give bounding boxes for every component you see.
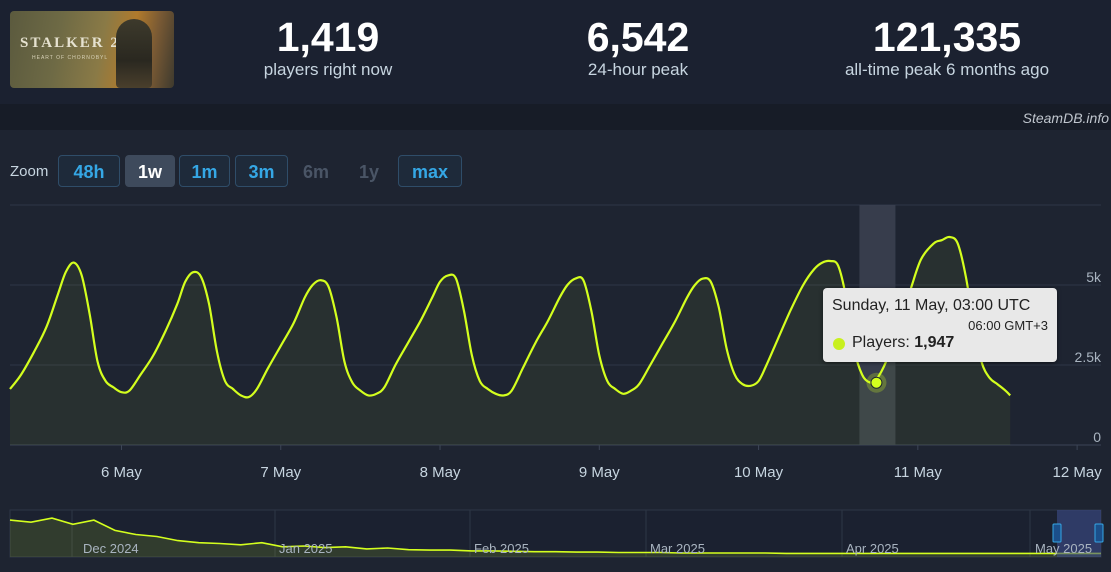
- stat-current-players: 1,419 players right now: [238, 14, 418, 80]
- navigator-label: Dec 2024: [83, 541, 139, 556]
- zoom-3m-button[interactable]: 3m: [235, 155, 288, 187]
- players-area-fill: [10, 236, 1011, 445]
- zoom-1w-button[interactable]: 1w: [125, 155, 175, 187]
- marker-dot: [870, 376, 883, 389]
- stat-value: 121,335: [872, 14, 1022, 60]
- divider-band: [0, 104, 1111, 130]
- y-tick-label: 5k: [1086, 269, 1102, 285]
- stat-all-time-peak: 121,335 all-time peak 6 months ago: [820, 14, 1074, 80]
- stalker-figure-art: [116, 19, 152, 88]
- stat-label: players right now: [263, 60, 393, 79]
- x-tick-label: 9 May: [579, 464, 620, 481]
- stat-value: 1,419: [276, 14, 380, 60]
- tooltip-date: Sunday, 11 May, 03:00 UTC: [832, 297, 1031, 314]
- x-tick-label: 11 May: [894, 464, 943, 481]
- x-tick-label: 8 May: [420, 464, 461, 481]
- navigator-label: Jan 2025: [279, 541, 333, 556]
- navigator-handle-icon[interactable]: [1052, 523, 1062, 543]
- tooltip-series-label: Players:: [852, 334, 910, 351]
- x-tick-label: 10 May: [734, 464, 784, 481]
- steamdb-credit[interactable]: SteamDB.info: [1022, 110, 1109, 126]
- zoom-48h-button[interactable]: 48h: [58, 155, 120, 187]
- stat-value: 6,542: [586, 14, 690, 60]
- chart-tooltip: Sunday, 11 May, 03:00 UTC 06:00 GMT+3 Pl…: [823, 288, 1057, 362]
- hover-marker: [866, 372, 887, 393]
- y-tick-label: 0: [1093, 429, 1101, 445]
- game-logo-subtitle: HEART OF CHORNOBYL: [32, 55, 109, 61]
- x-tick-label: 7 May: [260, 464, 301, 481]
- zoom-label: Zoom: [10, 163, 49, 180]
- y-tick-label: 2.5k: [1075, 349, 1102, 365]
- zoom-1y-button: 1y: [358, 162, 380, 182]
- header: STALKER 2 HEART OF CHORNOBYL 1,419 playe…: [0, 0, 1111, 104]
- y-axis-labels: 0 2.5k 5k: [1075, 269, 1102, 445]
- navigator-line: [9, 517, 1101, 555]
- navigator-background: [9, 509, 1102, 558]
- navigator-label: Apr 2025: [846, 541, 899, 556]
- zoom-max-button[interactable]: max: [398, 155, 462, 187]
- navigator-label: Mar 2025: [650, 541, 705, 556]
- game-header-image[interactable]: STALKER 2 HEART OF CHORNOBYL: [10, 11, 174, 88]
- navigator-selection: [1057, 510, 1101, 557]
- range-navigator[interactable]: Dec 2024 Jan 2025 Feb 2025 Mar 2025 Apr 2025…: [9, 509, 1104, 558]
- zoom-6m-button: 6m: [302, 162, 329, 182]
- stat-label: 24-hour peak: [587, 60, 689, 79]
- stat-label: all-time peak 6 months ago: [844, 60, 1050, 79]
- stat-24h-peak: 6,542 24-hour peak: [548, 14, 728, 80]
- series-dot-icon: [833, 338, 845, 350]
- navigator-label: Feb 2025: [474, 541, 529, 556]
- zoom-1m-button[interactable]: 1m: [179, 155, 230, 187]
- x-axis-labels: 6 May 7 May 8 May 9 May 10 May 11 May 12 May: [101, 445, 1102, 481]
- game-logo: STALKER 2: [20, 35, 120, 51]
- navigator-handle-icon[interactable]: [1094, 523, 1104, 543]
- chart-grid: [10, 204, 1101, 446]
- tooltip-value-row: Players: 1,947: [852, 334, 954, 352]
- tooltip-value: 1,947: [914, 334, 955, 351]
- navigator-label: May 2025: [1035, 541, 1092, 556]
- tooltip-local-time: 06:00 GMT+3: [968, 318, 1048, 333]
- x-tick-label: 6 May: [101, 464, 142, 481]
- x-tick-label: 12 May: [1053, 464, 1103, 481]
